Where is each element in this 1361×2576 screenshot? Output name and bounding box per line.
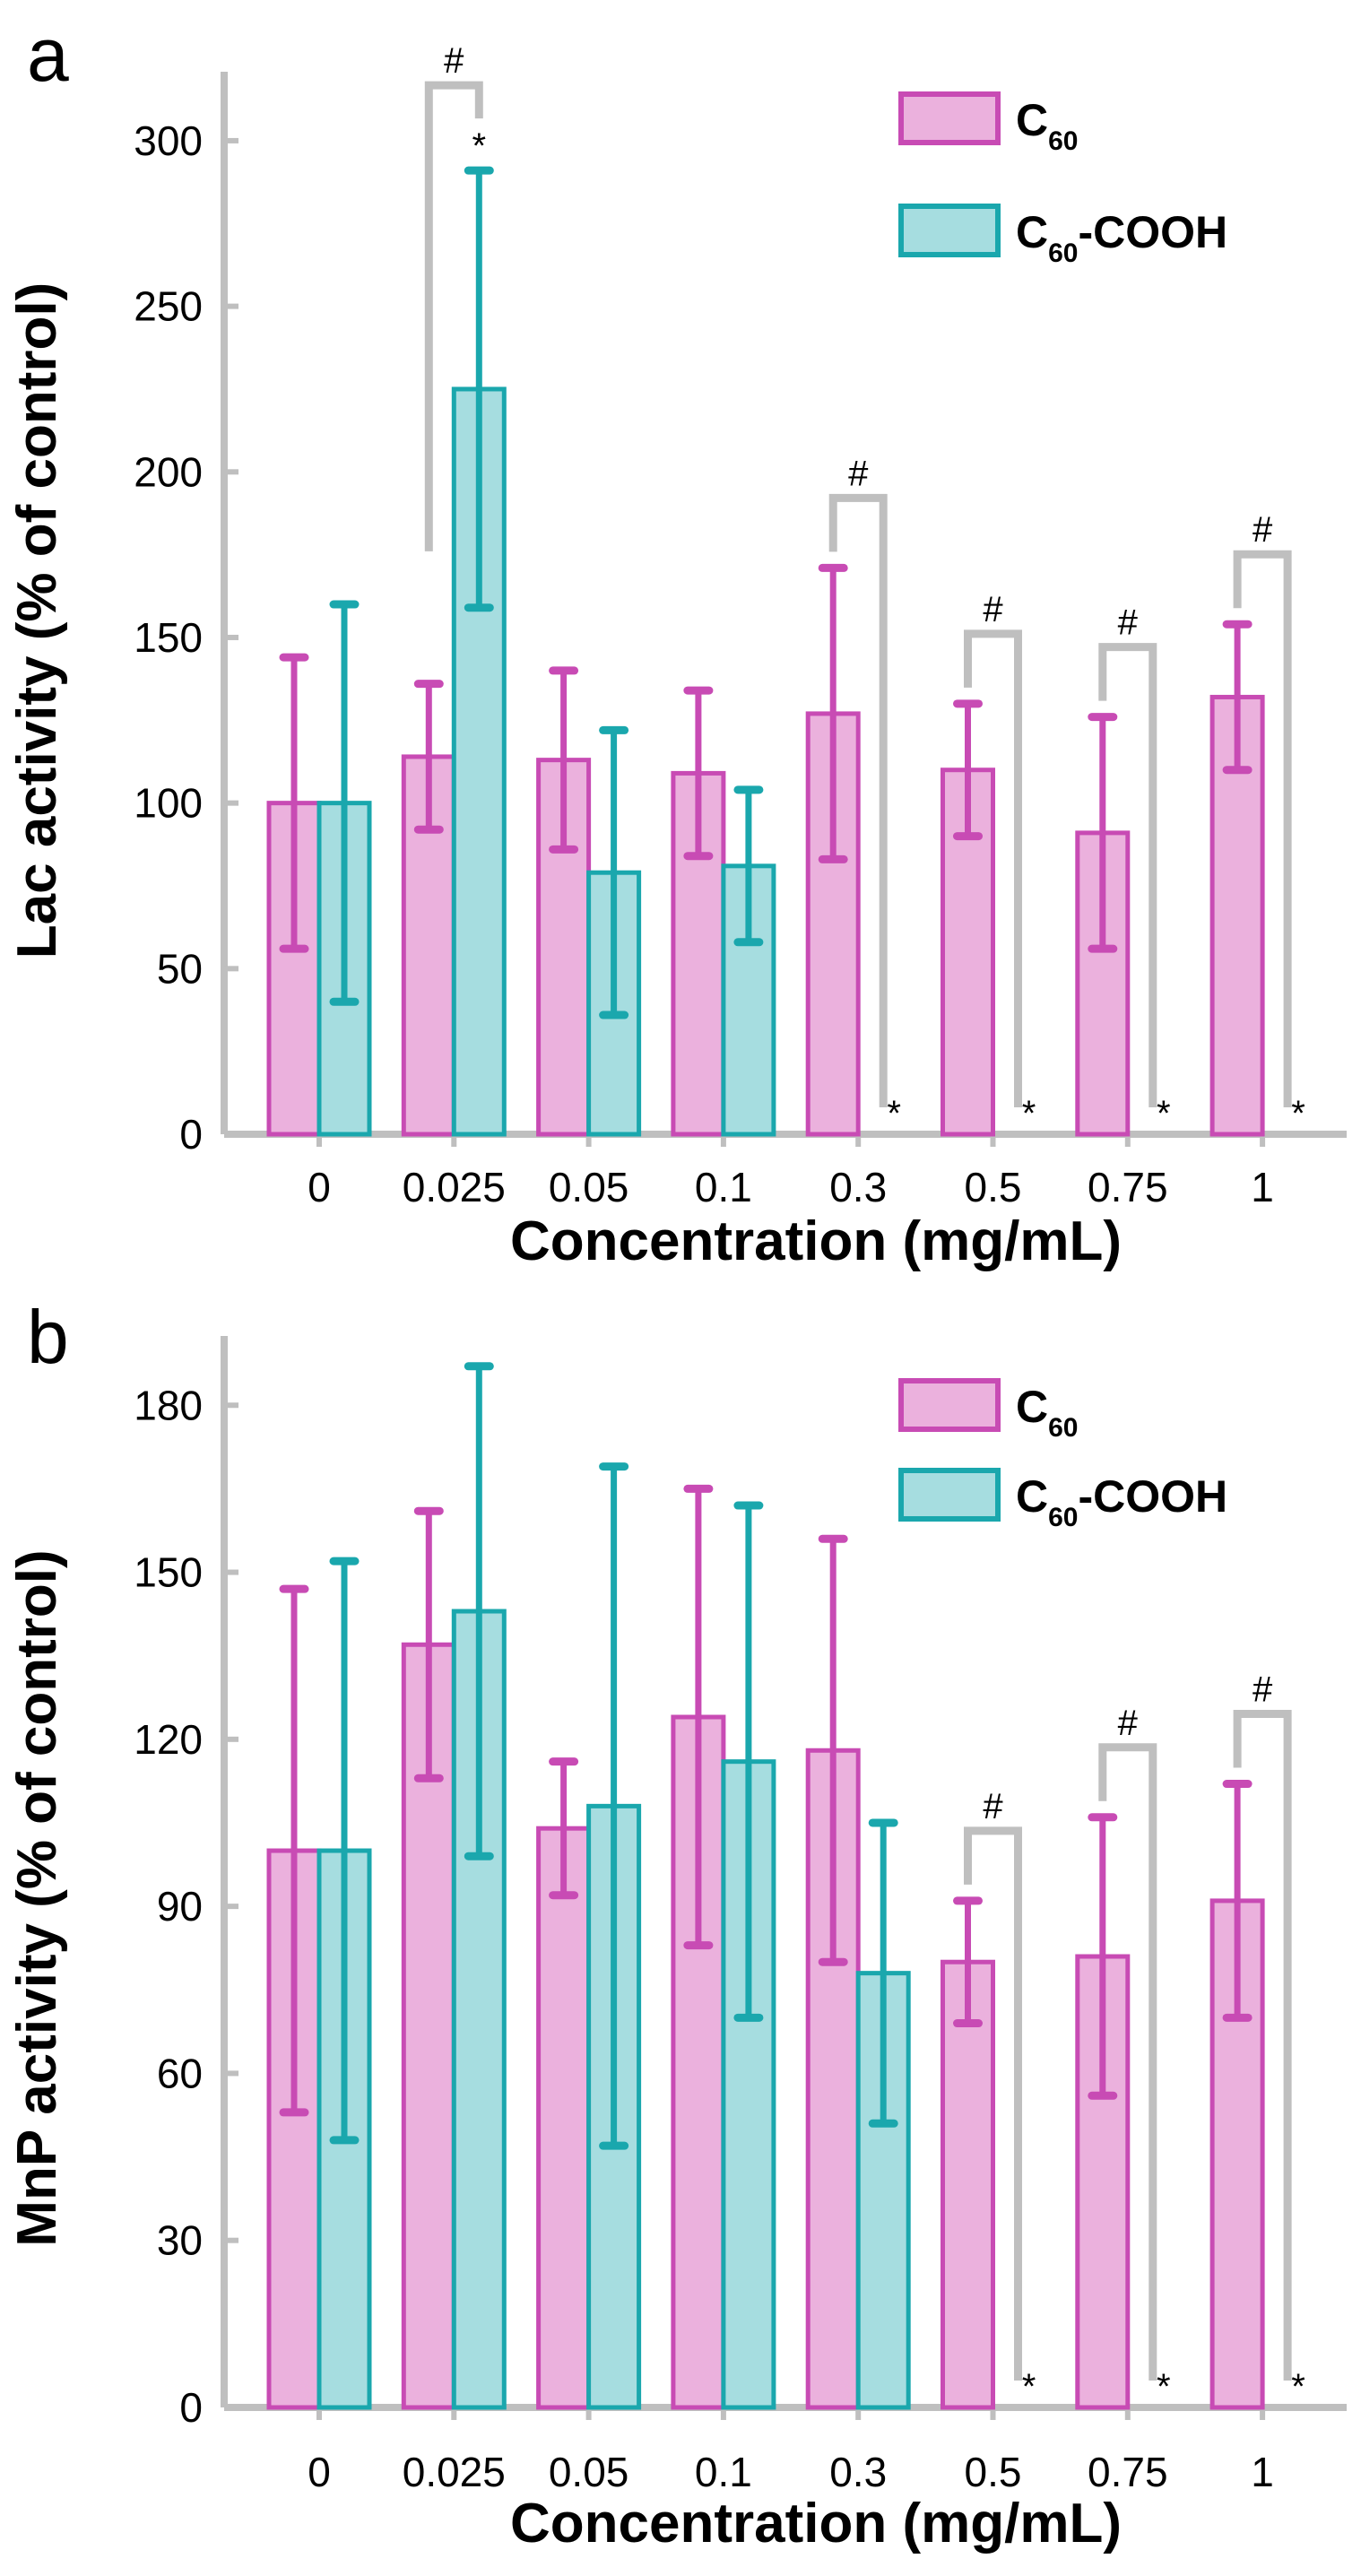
y-tick-label: 30 [157,2217,203,2264]
significance-bracket [1233,1710,1292,2381]
legend-main: C [1016,1382,1048,1432]
y-tick-label: 150 [134,614,203,661]
y-tick-label: 250 [134,283,203,330]
bar-c60-cooh [721,1759,776,2410]
star-mark: * [1157,2367,1171,2407]
x-tick-label: 0.025 [403,1164,506,1210]
star-mark: * [1157,1094,1171,1133]
star-mark: * [472,126,487,166]
legend-label-cooh: C60-COOH [1016,207,1227,268]
x-tick-label: 0.05 [549,2449,629,2495]
panel-label: b [27,1295,69,1379]
star-mark: * [887,1094,901,1133]
legend-main: C [1016,207,1048,257]
y-axis-title: Lac activity (% of control) [6,282,68,958]
legend-rest: -COOH [1078,1471,1227,1522]
y-tick-label: 0 [179,2384,203,2431]
bar-c60 [1075,1954,1131,2410]
hash-mark: # [1253,1670,1273,1710]
y-tick-label: 200 [134,448,203,495]
legend-subscript: 60 [1048,126,1078,156]
legend-swatch-c60 [898,1378,1001,1432]
significance-bracket [1098,1743,1157,2381]
y-tick-label: 100 [134,780,203,827]
star-mark: * [1291,1094,1305,1133]
bar-c60 [536,1826,592,2410]
x-tick-label: 0 [308,1164,331,1210]
hash-mark: # [848,454,869,493]
x-tick-label: 0.5 [965,2449,1022,2495]
legend-main: C [1016,95,1048,145]
x-tick-label: 1 [1251,2449,1274,2495]
y-tick-label: 150 [134,1549,203,1596]
y-tick-label: 180 [134,1382,203,1428]
hash-mark: # [983,590,1003,629]
legend-swatch-c60 [898,91,1001,145]
hash-mark: # [1118,1704,1139,1743]
legend-label-c60: C60 [1016,1382,1078,1443]
x-tick-label: 0.75 [1088,2449,1168,2495]
legend-main: C [1016,1471,1048,1522]
legend-swatch-cooh [898,204,1001,257]
hash-mark: # [1253,510,1273,550]
x-tick-label: 0.3 [829,2449,887,2495]
legend-label-c60: C60 [1016,95,1078,156]
legend-subscript: 60 [1048,239,1078,268]
significance-bracket [964,629,1022,1107]
y-tick-label: 0 [179,1111,203,1158]
y-tick-label: 300 [134,117,203,164]
legend-subscript: 60 [1048,1503,1078,1532]
x-tick-label: 0.1 [695,2449,752,2495]
significance-bracket [424,81,483,551]
x-tick-label: 0.05 [549,1164,629,1210]
significance-bracket [828,493,888,1107]
x-tick-label: 0.5 [965,1164,1022,1210]
x-tick-label: 0.1 [695,1164,752,1210]
y-tick-label: 50 [157,945,203,992]
significance-bracket [1098,643,1157,1107]
x-axis-title: Concentration (mg/mL) [510,1210,1122,1272]
panel-label: a [27,13,69,97]
legend-label-cooh: C60-COOH [1016,1471,1227,1532]
x-axis-title: Concentration (mg/mL) [510,2493,1122,2554]
y-tick-label: 120 [134,1716,203,1763]
x-tick-label: 0.75 [1088,1164,1168,1210]
significance-bracket [964,1826,1022,2381]
hash-mark: # [983,1787,1003,1826]
y-axis-title: MnP activity (% of control) [6,1549,68,2246]
x-tick-label: 1 [1251,1164,1274,1210]
star-mark: * [1291,2367,1305,2407]
x-tick-label: 0.3 [829,1164,887,1210]
legend-swatch-cooh [898,1468,1001,1522]
legend-subscript: 60 [1048,1413,1078,1443]
chart-panel-a: a 0 50 100 150 200 250 300 0 0.025 0.05 0.1 0.3 0.5 0.… [6,13,1347,1272]
hash-mark: # [444,41,464,81]
legend-rest: -COOH [1078,207,1227,257]
y-tick-label: 90 [157,1883,203,1930]
x-tick-label: 0 [308,2449,331,2495]
significance-bracket [1233,550,1292,1107]
hash-mark: # [1118,603,1139,643]
chart-panel-b: b 0 30 60 90 120 150 180 0 0.025 0.05 0.1 0.3 0.5 0.75… [6,1295,1347,2554]
star-mark: * [1022,1094,1036,1133]
star-mark: * [1022,2367,1036,2407]
x-tick-label: 0.025 [403,2449,506,2495]
y-tick-label: 60 [157,2050,203,2096]
bar-c60 [941,1959,995,2410]
